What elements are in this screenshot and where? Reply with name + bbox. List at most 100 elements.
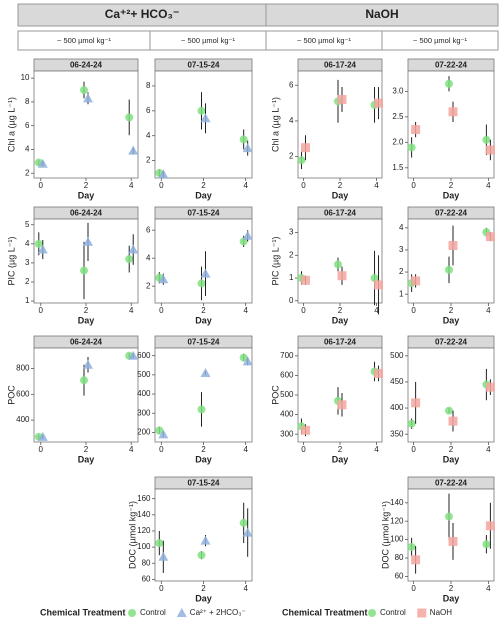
y-tick-label: 2 <box>289 250 294 259</box>
y-tick-label: 2 <box>399 267 404 276</box>
x-tick-label: 2 <box>201 181 206 190</box>
y-tick-label: 2.5 <box>392 112 404 121</box>
y-tick-label: 600 <box>137 351 151 360</box>
point <box>37 158 48 168</box>
x-tick-label: 0 <box>411 445 416 454</box>
x-tick-label: 0 <box>39 445 44 454</box>
point <box>158 274 169 284</box>
panel-frame <box>154 218 253 304</box>
x-tick-label: 0 <box>39 306 44 315</box>
panel-title: 07-15-24 <box>187 479 220 488</box>
x-tick-label: 2 <box>449 584 454 593</box>
x-axis-label: Day <box>195 454 212 464</box>
point <box>445 406 453 415</box>
y-tick-label: 120 <box>137 526 151 535</box>
point <box>407 419 416 428</box>
point <box>300 143 310 153</box>
x-tick-label: 4 <box>243 181 248 190</box>
point <box>239 135 248 144</box>
point <box>125 255 134 264</box>
point <box>80 376 88 385</box>
x-tick-label: 0 <box>301 445 306 454</box>
point <box>334 260 342 269</box>
y-tick-label: 200 <box>137 428 151 437</box>
x-tick-label: 2 <box>338 306 343 315</box>
point <box>445 265 453 274</box>
x-tick-label: 4 <box>243 445 248 454</box>
y-tick-label: 4 <box>289 116 294 125</box>
point <box>368 609 376 617</box>
point <box>411 125 421 135</box>
point <box>370 274 379 283</box>
dose-label: ~ 500 µmol kg⁻¹ <box>413 36 467 45</box>
y-tick-label: 300 <box>280 429 294 438</box>
y-tick-label: 500 <box>390 351 404 360</box>
y-tick-label: 4 <box>146 131 151 140</box>
panel-frame <box>33 218 139 304</box>
x-tick-label: 2 <box>84 445 89 454</box>
x-tick-label: 0 <box>411 181 416 190</box>
point <box>125 113 134 122</box>
panel-title: 07-22-24 <box>435 209 468 218</box>
legend-label: Control <box>140 608 166 617</box>
point <box>448 416 458 426</box>
x-axis-label: Day <box>78 190 95 200</box>
y-axis-label: Chl a (µg L⁻¹) <box>270 97 280 152</box>
y-tick-label: 100 <box>390 535 404 544</box>
x-tick-label: 4 <box>374 445 379 454</box>
panel-title: 06-17-24 <box>324 338 357 347</box>
y-tick-label: 2 <box>146 281 151 290</box>
point <box>200 113 211 123</box>
point <box>200 535 211 545</box>
y-tick-label: 60 <box>395 572 404 581</box>
y-tick-label: 2 <box>25 277 30 286</box>
y-axis-label: PIC (µg L⁻¹) <box>6 237 16 286</box>
point <box>485 382 495 392</box>
point <box>197 106 206 115</box>
y-tick-label: 140 <box>137 510 151 519</box>
y-tick-label: 100 <box>137 542 151 551</box>
y-tick-label: 4 <box>399 223 404 232</box>
x-tick-label: 4 <box>243 306 248 315</box>
x-tick-label: 2 <box>201 584 206 593</box>
panel-title: 06-17-24 <box>324 209 357 218</box>
point <box>411 555 421 565</box>
panel-frame <box>407 70 495 179</box>
panel-title: 06-24-24 <box>70 209 103 218</box>
y-axis-label: DOC (µmol kg⁻¹) <box>380 501 390 569</box>
y-tick-label: 400 <box>390 403 404 412</box>
point <box>128 350 139 360</box>
y-tick-label: 1 <box>25 296 30 305</box>
point <box>158 551 169 561</box>
point <box>83 236 93 246</box>
point <box>297 156 306 165</box>
point <box>300 425 310 435</box>
y-tick-label: 2 <box>25 168 30 177</box>
y-tick-label: 6 <box>146 225 151 234</box>
y-axis-label: POC <box>6 385 16 405</box>
x-tick-label: 0 <box>159 445 164 454</box>
y-tick-label: 120 <box>390 516 404 525</box>
panel-frame <box>297 347 383 443</box>
x-axis-label: Day <box>443 454 460 464</box>
panel-title: 06-24-24 <box>70 338 103 347</box>
x-tick-label: 0 <box>159 181 164 190</box>
x-axis-label: Day <box>78 454 95 464</box>
y-tick-label: 80 <box>142 558 151 567</box>
dose-label: ~ 500 µmol kg⁻¹ <box>57 36 111 45</box>
point <box>242 143 253 153</box>
y-tick-label: 350 <box>390 429 404 438</box>
point <box>34 239 43 248</box>
panel-frame <box>154 70 253 179</box>
dose-label: ~ 500 µmol kg⁻¹ <box>181 36 235 45</box>
point <box>485 232 495 242</box>
point <box>80 86 88 95</box>
x-tick-label: 0 <box>39 181 44 190</box>
point <box>374 280 384 290</box>
point <box>337 400 347 410</box>
x-axis-label: Day <box>78 315 95 325</box>
x-axis-label: Day <box>332 190 349 200</box>
legend-label: NaOH <box>430 608 452 617</box>
panel-frame <box>407 347 495 443</box>
